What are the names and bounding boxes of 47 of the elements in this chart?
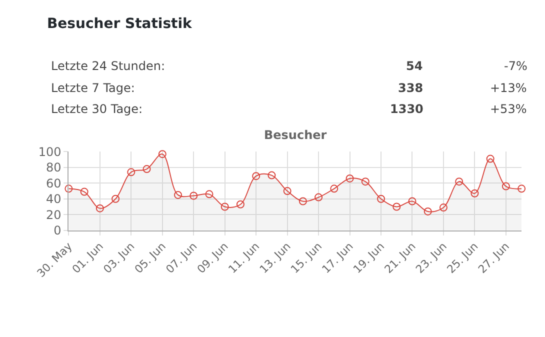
point [127, 168, 136, 176]
point [252, 172, 260, 180]
point [408, 197, 416, 206]
point [470, 189, 479, 198]
point [298, 197, 307, 206]
text: +13% [490, 81, 527, 95]
text: Besucher Statistik [47, 16, 193, 32]
text: 338 [398, 81, 424, 95]
text: Letzte 24 Stunden: [51, 59, 166, 73]
point [314, 193, 323, 202]
text: Letzte 30 Tage: [51, 102, 143, 116]
point [112, 194, 120, 203]
point [205, 190, 214, 198]
point [283, 187, 292, 196]
point [220, 202, 229, 211]
point [455, 178, 464, 186]
text: 54 [406, 59, 423, 73]
point [392, 202, 401, 211]
y-tick-label: 40 [46, 192, 62, 206]
point [64, 184, 73, 193]
point [236, 200, 244, 208]
point [174, 190, 182, 199]
y-tick-label: 100 [38, 144, 62, 159]
point [158, 150, 166, 158]
point [80, 188, 88, 196]
point [142, 165, 151, 174]
point [330, 184, 338, 193]
y-tick-label: 20 [46, 208, 62, 222]
text: Letzte 7 Tage: [51, 81, 135, 95]
point [268, 171, 276, 180]
text: 1330 [390, 102, 424, 116]
point [518, 184, 526, 193]
point [346, 174, 354, 182]
chart-title: Besucher [264, 128, 327, 142]
point [424, 207, 432, 216]
y-tick-label: 80 [46, 160, 62, 175]
text: +53% [490, 102, 527, 116]
point [96, 204, 104, 212]
point [486, 154, 494, 163]
point [439, 204, 448, 212]
y-tick-label: 60 [46, 176, 62, 190]
y-tick-label: 0 [54, 224, 62, 238]
text: -7% [504, 59, 528, 73]
point [361, 178, 370, 186]
point [190, 192, 198, 200]
point [502, 182, 510, 190]
point [377, 194, 386, 203]
